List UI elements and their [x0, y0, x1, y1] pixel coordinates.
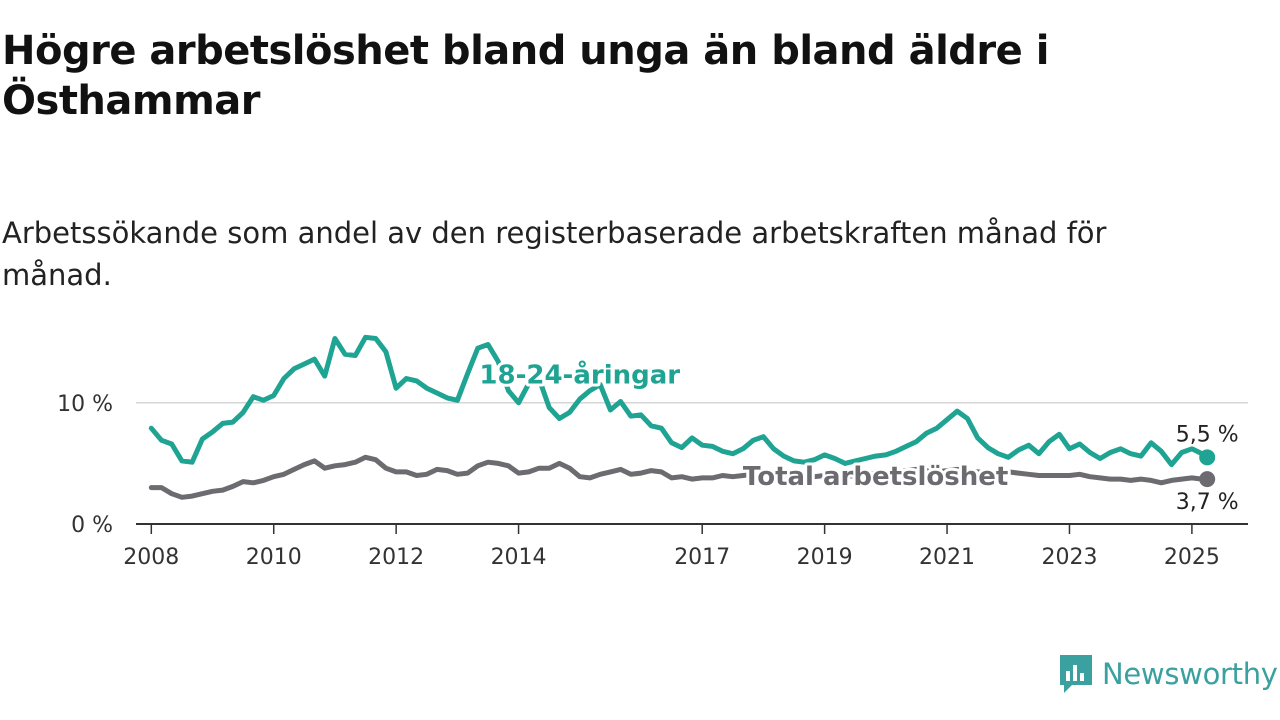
x-tick-label: 2017: [674, 545, 730, 570]
newsworthy-brand[interactable]: Newsworthy: [1058, 652, 1278, 696]
brand-name: Newsworthy: [1102, 657, 1278, 691]
end-value-label: 5,5 %: [1176, 422, 1239, 447]
x-tick-label: 2010: [246, 545, 302, 570]
series-line: [148, 454, 1210, 500]
series-line: [148, 334, 1210, 468]
x-tick-label: 2012: [368, 545, 424, 570]
series-end-point: [1199, 449, 1216, 466]
end-value-label: 3,7 %: [1176, 490, 1239, 515]
page-subtitle: Arbetssökande som andel av den registerb…: [2, 216, 1107, 292]
label-layer: 18-24-åringar Total arbetslöshet 5,5 % 3,7 …: [476, 355, 1241, 517]
x-tick-label: 2014: [491, 545, 547, 570]
series-name-label: Total arbetslöshet: [743, 462, 1008, 492]
series-name-label: 18-24-åringar: [479, 358, 680, 390]
axis-layer: 0 % 10 % 2008 2010 2012 2014 2017 2019 2021 2023 2…: [57, 392, 1248, 570]
x-tick-label: 2023: [1041, 545, 1097, 570]
x-tick-label: 2008: [123, 545, 179, 570]
series-layer: [148, 334, 1216, 500]
bar-chart-speech-bubble-icon: [1060, 655, 1092, 693]
y-tick-label: 10 %: [57, 392, 113, 417]
x-tick-label: 2019: [797, 545, 853, 570]
page-title: Högre arbetslöshet bland unga än bland ä…: [2, 28, 1049, 124]
x-tick-label: 2025: [1164, 545, 1220, 570]
y-tick-label: 0 %: [71, 513, 113, 538]
series-end-point: [1199, 471, 1216, 488]
x-tick-label: 2021: [919, 545, 975, 570]
